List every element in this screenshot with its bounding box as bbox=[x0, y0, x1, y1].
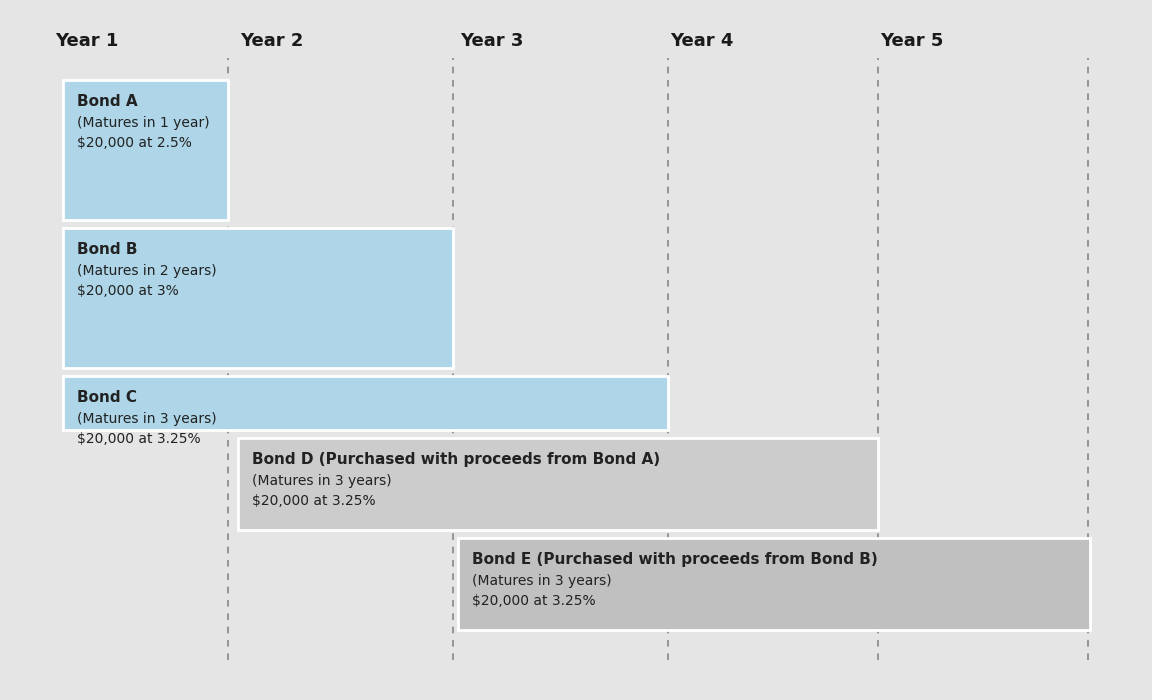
Text: Year 5: Year 5 bbox=[880, 32, 943, 50]
Text: Bond E (Purchased with proceeds from Bond B): Bond E (Purchased with proceeds from Bon… bbox=[472, 552, 878, 567]
Text: (Matures in 3 years): (Matures in 3 years) bbox=[252, 474, 392, 488]
Text: Bond D (Purchased with proceeds from Bond A): Bond D (Purchased with proceeds from Bon… bbox=[252, 452, 660, 467]
Text: (Matures in 1 year): (Matures in 1 year) bbox=[77, 116, 210, 130]
Text: Year 4: Year 4 bbox=[670, 32, 734, 50]
Text: $20,000 at 3.25%: $20,000 at 3.25% bbox=[472, 594, 596, 608]
Text: (Matures in 2 years): (Matures in 2 years) bbox=[77, 264, 217, 278]
Text: Bond C: Bond C bbox=[77, 390, 137, 405]
Text: $20,000 at 2.5%: $20,000 at 2.5% bbox=[77, 136, 192, 150]
Text: $20,000 at 3.25%: $20,000 at 3.25% bbox=[77, 432, 200, 446]
Text: Bond B: Bond B bbox=[77, 242, 137, 257]
FancyBboxPatch shape bbox=[63, 80, 228, 220]
Text: Year 3: Year 3 bbox=[460, 32, 523, 50]
Text: $20,000 at 3.25%: $20,000 at 3.25% bbox=[252, 494, 376, 508]
Text: Year 1: Year 1 bbox=[55, 32, 119, 50]
Text: Bond A: Bond A bbox=[77, 94, 137, 109]
Text: (Matures in 3 years): (Matures in 3 years) bbox=[77, 412, 217, 426]
FancyBboxPatch shape bbox=[238, 438, 878, 530]
FancyBboxPatch shape bbox=[63, 228, 453, 368]
FancyBboxPatch shape bbox=[63, 376, 668, 430]
Text: $20,000 at 3%: $20,000 at 3% bbox=[77, 284, 179, 298]
FancyBboxPatch shape bbox=[458, 538, 1090, 630]
Text: (Matures in 3 years): (Matures in 3 years) bbox=[472, 574, 612, 588]
Text: Year 2: Year 2 bbox=[240, 32, 303, 50]
